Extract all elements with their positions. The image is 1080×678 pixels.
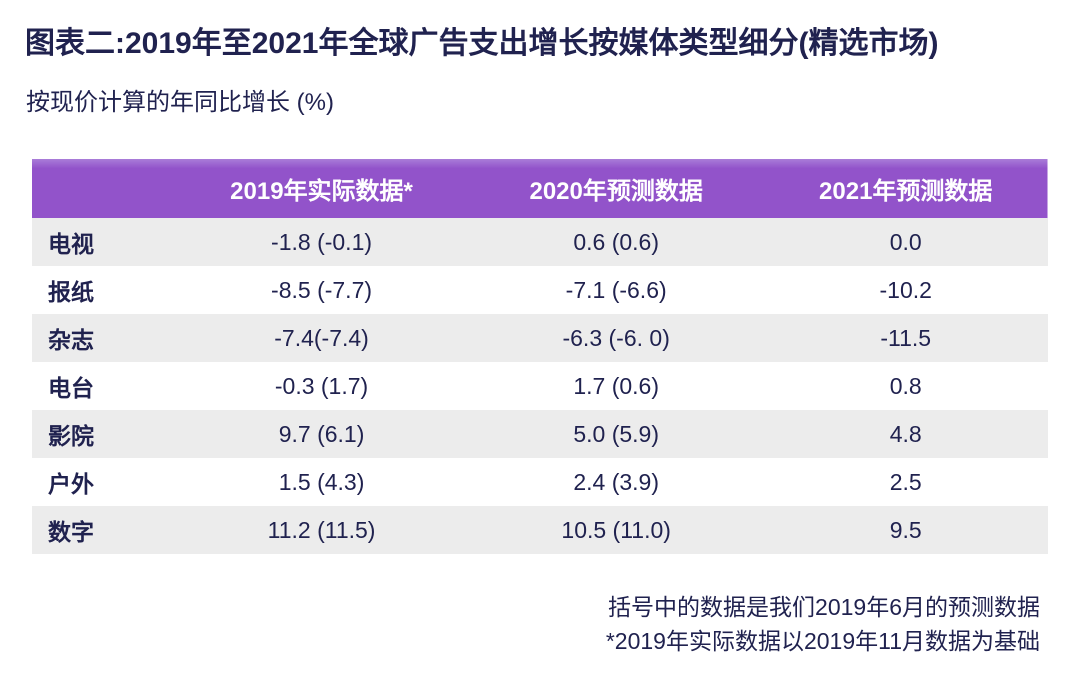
cell-2019: -0.3 (1.7) <box>274 372 369 399</box>
table-row-outdoor: 户外 1.5 (4.3) 2.4 (3.9) 2.5 <box>32 458 1048 506</box>
cell-2021: 0.8 <box>889 372 922 399</box>
row-label: 电视 <box>48 231 94 257</box>
cell-2021: 9.5 <box>889 516 922 543</box>
cell-2021: -10.2 <box>879 276 932 303</box>
cell-2020: 10.5 (11.0) <box>561 516 671 543</box>
cell-2019: -7.4(-7.4) <box>274 324 369 351</box>
table-row-tv: 电视 -1.8 (-0.1) 0.6 (0.6) 0.0 <box>32 218 1048 266</box>
cell-2021: 0.0 <box>889 228 922 255</box>
row-label: 影院 <box>48 423 94 449</box>
cell-2019: -8.5 (-7.7) <box>271 276 373 303</box>
cell-2019: 1.5 (4.3) <box>278 468 365 495</box>
col-header-2021-forecast: 2021年预测数据 <box>819 178 993 205</box>
row-label: 数字 <box>48 519 94 545</box>
row-label: 报纸 <box>48 279 94 305</box>
row-label: 杂志 <box>48 327 94 353</box>
cell-2021: 2.5 <box>889 468 922 495</box>
cell-2019: -1.8 (-0.1) <box>271 228 373 255</box>
table-header-row: 2019年实际数据* 2020年预测数据 2021年预测数据 <box>32 159 1048 218</box>
cell-2019: 11.2 (11.5) <box>267 516 376 543</box>
table-row-radio: 电台 -0.3 (1.7) 1.7 (0.6) 0.8 <box>32 362 1048 410</box>
cell-2020: 1.7 (0.6) <box>573 372 659 399</box>
footnote-asterisk: *2019年实际数据以2019年11月数据为基础 <box>605 628 1040 654</box>
col-header-2019-actual: 2019年实际数据* <box>230 178 413 205</box>
col-header-media-type <box>32 159 174 218</box>
cell-2020: -7.1 (-6.6) <box>565 276 667 303</box>
cell-2021: 4.8 <box>889 420 922 447</box>
table-row-magazine: 杂志 -7.4(-7.4) -6.3 (-6. 0) -11.5 <box>32 314 1048 362</box>
cell-2020: 0.6 (0.6) <box>573 228 659 255</box>
cell-2020: -6.3 (-6. 0) <box>562 324 670 351</box>
row-label: 户外 <box>48 471 94 497</box>
ad-spend-growth-table: 2019年实际数据* 2020年预测数据 2021年预测数据 电视 -1.8 (… <box>32 159 1048 554</box>
col-header-2020-forecast: 2020年预测数据 <box>529 178 703 205</box>
cell-2021: -11.5 <box>880 324 932 351</box>
page-subtitle: 按现价计算的年同比增长 (%) <box>26 89 334 116</box>
footnote-parentheses: 括号中的数据是我们2019年6月的预测数据 <box>608 594 1040 620</box>
table-row-digital: 数字 11.2 (11.5) 10.5 (11.0) 9.5 <box>32 506 1048 554</box>
table-row-newspaper: 报纸 -8.5 (-7.7) -7.1 (-6.6) -10.2 <box>32 266 1048 314</box>
page-title: 图表二:2019年至2021年全球广告支出增长按媒体类型细分(精选市场) <box>25 27 939 60</box>
cell-2019: 9.7 (6.1) <box>278 420 365 447</box>
cell-2020: 2.4 (3.9) <box>573 468 659 495</box>
row-label: 电台 <box>48 375 94 401</box>
cell-2020: 5.0 (5.9) <box>573 420 659 447</box>
table-row-cinema: 影院 9.7 (6.1) 5.0 (5.9) 4.8 <box>32 410 1048 458</box>
footnotes: 括号中的数据是我们2019年6月的预测数据 *2019年实际数据以2019年11… <box>0 590 1040 658</box>
